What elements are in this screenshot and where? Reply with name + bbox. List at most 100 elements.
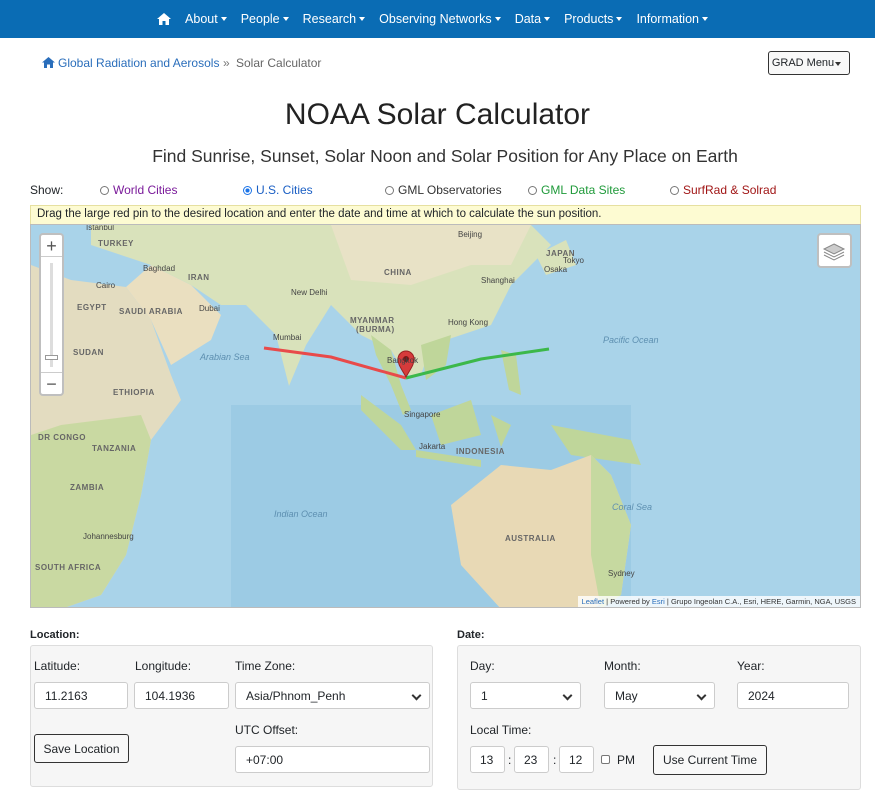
month-label: Month: [604, 659, 641, 673]
use-current-time-button[interactable]: Use Current Time [653, 745, 767, 775]
map-label: Osaka [544, 265, 568, 274]
map-tiles [31, 225, 860, 607]
map-label: New Delhi [291, 288, 328, 297]
map-label: ZAMBIA [70, 483, 105, 492]
zoom-slider-track [50, 263, 53, 367]
home-icon[interactable] [157, 13, 172, 25]
breadcrumb-separator: » [223, 56, 230, 70]
map-label: Dubai [199, 304, 220, 313]
location-heading: Location: [30, 629, 80, 641]
map-label: Istanbul [86, 224, 115, 232]
time-zone-select[interactable]: Asia/Phnom_Penh [235, 682, 430, 709]
day-label: Day: [470, 659, 495, 673]
radio-option[interactable]: World Cities [100, 183, 177, 197]
year-input[interactable]: 2024 [737, 682, 849, 709]
radio[interactable] [243, 186, 252, 195]
layers-icon [822, 243, 846, 261]
zoom-slider-knob[interactable] [45, 355, 58, 360]
local-time-label: Local Time: [470, 723, 532, 737]
zoom-control: + − [39, 233, 64, 396]
month-select[interactable]: May [604, 682, 715, 709]
nav-item[interactable]: People [241, 12, 289, 26]
date-heading: Date: [457, 629, 485, 641]
map-label: Jakarta [419, 442, 446, 451]
radio[interactable] [100, 186, 109, 195]
time-separator: : [508, 753, 512, 767]
map-label: MYANMAR [350, 316, 395, 325]
map-label: Tokyo [563, 256, 584, 265]
radio[interactable] [670, 186, 679, 195]
grad-menu-button[interactable]: GRAD Menu [768, 51, 850, 75]
radio-option[interactable]: GML Observatories [385, 183, 502, 197]
pm-checkbox[interactable] [601, 755, 610, 764]
pm-label: PM [617, 753, 635, 767]
day-value: 1 [481, 689, 488, 703]
hour-input[interactable]: 13 [470, 746, 505, 773]
radio-option[interactable]: GML Data Sites [528, 183, 625, 197]
attribution-text: | Grupo Ingeolan C.A., Esri, HERE, Garmi… [666, 597, 856, 606]
utc-offset-input[interactable]: +07:00 [235, 746, 430, 773]
nav-item[interactable]: Research [303, 12, 366, 26]
radio-option[interactable]: SurfRad & Solrad [670, 183, 776, 197]
map-label: Beijing [458, 230, 483, 239]
second-input[interactable]: 12 [559, 746, 594, 773]
time-zone-label: Time Zone: [235, 659, 296, 673]
map-label: IRAN [188, 273, 210, 282]
map-label: Indian Ocean [274, 509, 328, 519]
save-location-button[interactable]: Save Location [34, 734, 129, 763]
page-title: NOAA Solar Calculator [284, 98, 591, 131]
radio-label: U.S. Cities [256, 183, 313, 197]
minute-input[interactable]: 23 [514, 746, 549, 773]
radio[interactable] [385, 186, 394, 195]
zoom-in[interactable]: + [41, 235, 62, 257]
longitude-label: Longitude: [135, 659, 192, 673]
map-label: Johannesburg [83, 532, 134, 541]
show-label: Show: [30, 183, 64, 197]
utc-offset-label: UTC Offset: [235, 723, 299, 737]
radio-label: SurfRad & Solrad [683, 183, 777, 197]
time-separator: : [553, 753, 557, 767]
radio-label: World Cities [113, 183, 178, 197]
map-label: Baghdad [143, 264, 176, 273]
map-label: EGYPT [77, 303, 107, 312]
nav-item[interactable]: Observing Networks [379, 12, 501, 26]
breadcrumb-link[interactable]: Global Radiation and Aerosols [58, 56, 220, 70]
radio-option[interactable]: U.S. Cities [243, 183, 313, 197]
navbar: About People Research Observing Networks Dat… [0, 0, 875, 38]
map-label: TURKEY [98, 239, 134, 248]
map-label: CHINA [384, 268, 412, 277]
nav-item[interactable]: Data [515, 12, 550, 26]
map-label: SUDAN [73, 348, 104, 357]
map[interactable]: Istanbul TURKEY Baghdad IRAN Cairo EGYPT… [30, 224, 861, 608]
layers-button[interactable] [817, 233, 852, 268]
longitude-input[interactable]: 104.1936 [134, 682, 229, 709]
instructions-banner: Drag the large red pin to the desired lo… [30, 205, 861, 225]
map-label: Shanghai [481, 276, 515, 285]
nav-item[interactable]: Products [564, 12, 622, 26]
breadcrumb-home-icon[interactable] [42, 57, 55, 68]
attribution: Leaflet | Powered by Esri | Grupo Ingeol… [577, 596, 860, 607]
nav-item[interactable]: About [185, 12, 227, 26]
latitude-label: Latitude: [34, 659, 81, 673]
nav-item[interactable]: Information [636, 12, 708, 26]
page-subtitle: Find Sunrise, Sunset, Solar Noon and Sol… [152, 146, 738, 166]
attribution-link[interactable]: Leaflet [581, 597, 605, 606]
map-label: TANZANIA [92, 444, 137, 453]
radio[interactable] [528, 186, 537, 195]
year-label: Year: [737, 659, 765, 673]
time-zone-value: Asia/Phnom_Penh [246, 689, 346, 703]
radio-label: GML Data Sites [541, 183, 626, 197]
latitude-input[interactable]: 11.2163 [34, 682, 128, 709]
map-label: DR CONGO [38, 433, 86, 442]
attribution-link[interactable]: Esri [651, 597, 665, 606]
grad-menu-label: GRAD Menu [771, 57, 835, 69]
map-label: Coral Sea [612, 502, 653, 512]
zoom-out[interactable]: − [41, 372, 62, 394]
map-label: Pacific Ocean [603, 335, 659, 345]
map-label: AUSTRALIA [505, 534, 556, 543]
day-select[interactable]: 1 [470, 682, 581, 709]
map-label: Hong Kong [448, 318, 489, 327]
month-value: May [615, 689, 638, 703]
